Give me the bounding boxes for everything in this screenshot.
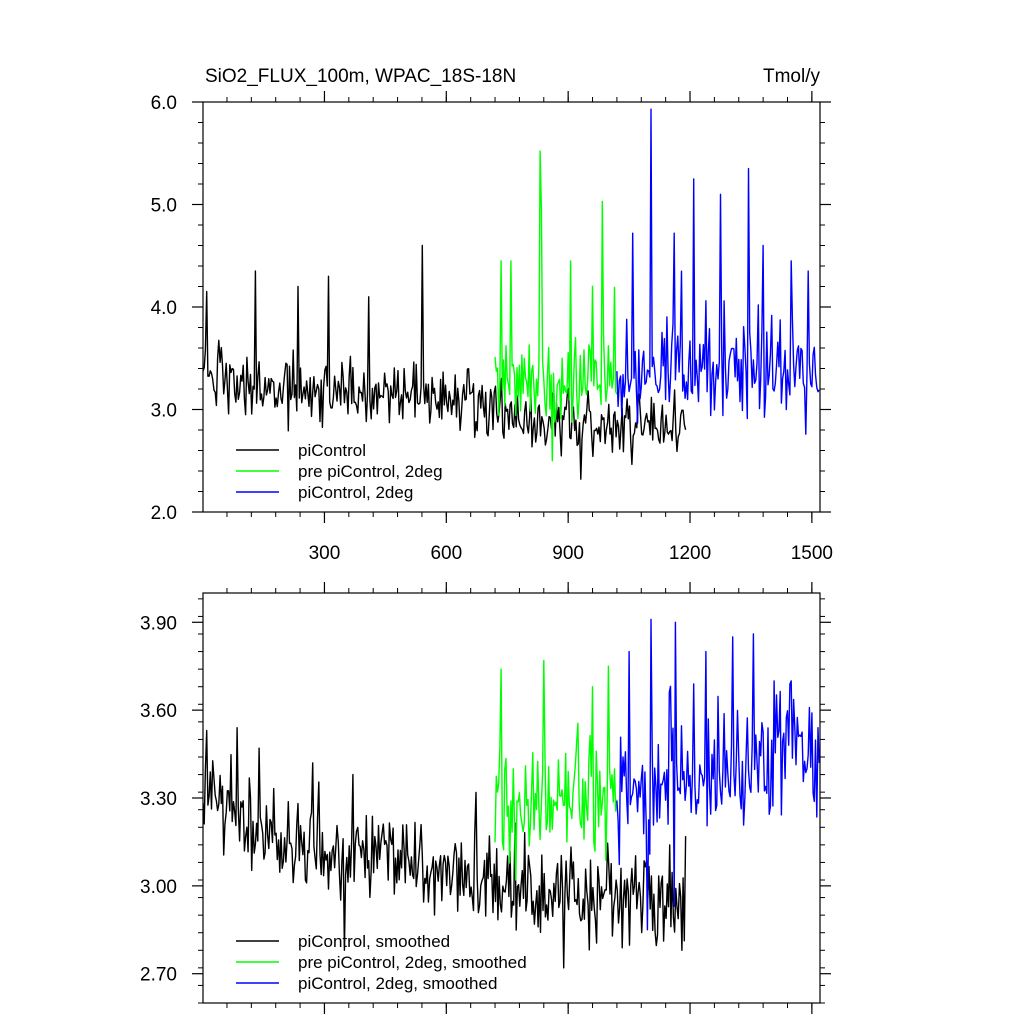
y-tick-label: 5.0 (151, 196, 177, 217)
plot-area (203, 108, 820, 480)
y-tick-label: 2.0 (151, 503, 177, 524)
y-tick-label: 3.60 (140, 701, 177, 722)
legend-label: pre piControl, 2deg, smoothed (298, 953, 527, 972)
legend-label: piControl, 2deg, smoothed (298, 974, 497, 993)
legend-label: piControl, 2deg (298, 483, 413, 502)
series-line-3 (616, 618, 820, 931)
legend-label: piControl, smoothed (298, 932, 450, 951)
chart-title: SiO2_FLUX_100m, WPAC_18S-18N (205, 66, 516, 87)
x-tick-label: 900 (552, 543, 584, 564)
x-tick-label: 600 (430, 543, 462, 564)
axis-ticks: 2.70 3.00 3.30 3.60 3.90 (140, 582, 831, 1014)
x-tick-label: 1500 (791, 543, 833, 564)
chart-units: Tmol/y (763, 66, 821, 87)
y-tick-label: 3.90 (140, 613, 177, 634)
legend-label: piControl (298, 441, 366, 460)
x-tick-label: 1200 (669, 543, 711, 564)
y-tick-label: 2.70 (140, 965, 177, 986)
legend-label: pre piControl, 2deg (298, 462, 443, 481)
y-tick-label: 3.0 (151, 401, 177, 422)
series-line-1 (203, 244, 687, 480)
series-line-2 (494, 150, 618, 462)
axis-ticks: 2.0 3.0 4.0 5.0 6.0 300 600 900 1200 1500 (151, 91, 833, 564)
y-tick-label: 3.30 (140, 789, 177, 810)
y-tick-label: 6.0 (151, 93, 177, 114)
y-tick-label: 4.0 (151, 298, 177, 319)
plot-area (203, 618, 820, 969)
series-line-2 (494, 659, 618, 881)
plot-frame (202, 592, 821, 1004)
top-panel: 2.0 3.0 4.0 5.0 6.0 300 600 900 1200 1500 piContro… (151, 91, 833, 564)
legend: piControl pre piControl, 2deg piControl, 2… (236, 441, 443, 502)
x-tick-label: 300 (309, 543, 341, 564)
legend: piControl, smoothed pre piControl, 2deg, … (236, 932, 527, 993)
series-line-3 (616, 108, 820, 435)
series-line-1 (203, 727, 687, 969)
y-tick-label: 3.00 (140, 877, 177, 898)
